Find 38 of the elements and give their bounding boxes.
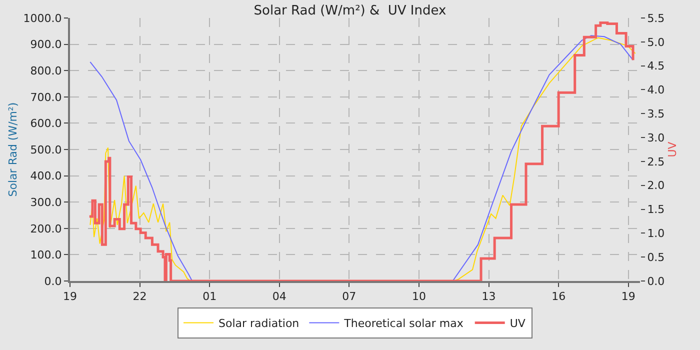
y-tick-label: 600.0 (30, 117, 62, 130)
y2-tick-label: 0.5 (647, 250, 665, 264)
chart-title: Solar Rad (W/m²) & UV Index (254, 3, 447, 18)
x-tick-label: 22 (132, 290, 147, 304)
y-tick-label: 800.0 (30, 64, 62, 78)
y-tick-label: 700.0 (30, 90, 62, 104)
y2-tick-label: 1.0 (647, 227, 665, 240)
y2-tick-label: 5.0 (647, 36, 665, 49)
x-tick-label: 01 (202, 290, 217, 304)
y-tick-label: 0.0 (44, 274, 62, 288)
y-tick-label: 200.0 (30, 222, 62, 236)
y-tick-label: 500.0 (30, 143, 62, 156)
y-tick-label: 100.0 (30, 248, 62, 262)
y2-tick-label: 2.5 (647, 155, 665, 168)
y-tick-label: 400.0 (30, 170, 62, 183)
legend-label: Solar radiation (218, 317, 300, 330)
x-tick-label: 16 (552, 290, 566, 304)
x-tick-label: 13 (482, 290, 496, 304)
x-tick-label: 10 (412, 290, 426, 304)
y2-tick-label: 0.0 (647, 274, 665, 288)
x-tick-label: 07 (342, 290, 356, 304)
x-tick-label: 19 (63, 290, 77, 304)
y-axis-title: Solar Rad (W/m²) (6, 102, 20, 197)
y2-tick-label: 5.5 (647, 12, 665, 25)
legend-label: Theoretical solar max (343, 317, 464, 330)
y2-tick-label: 4.5 (647, 60, 665, 73)
y2-tick-label: 1.5 (647, 203, 665, 216)
y2-tick-label: 2.0 (647, 179, 665, 192)
y2-tick-label: 4.0 (647, 84, 665, 97)
y2-tick-label: 3.0 (647, 131, 665, 144)
y2-axis-title: UV (666, 141, 679, 158)
y-tick-label: 1000.0 (23, 12, 62, 25)
y2-tick-label: 3.5 (647, 107, 665, 120)
y-tick-label: 900.0 (30, 38, 62, 52)
x-tick-label: 04 (272, 290, 286, 304)
legend-label: UV (510, 317, 526, 330)
y-tick-label: 300.0 (30, 196, 62, 209)
x-tick-label: 19 (621, 290, 636, 304)
